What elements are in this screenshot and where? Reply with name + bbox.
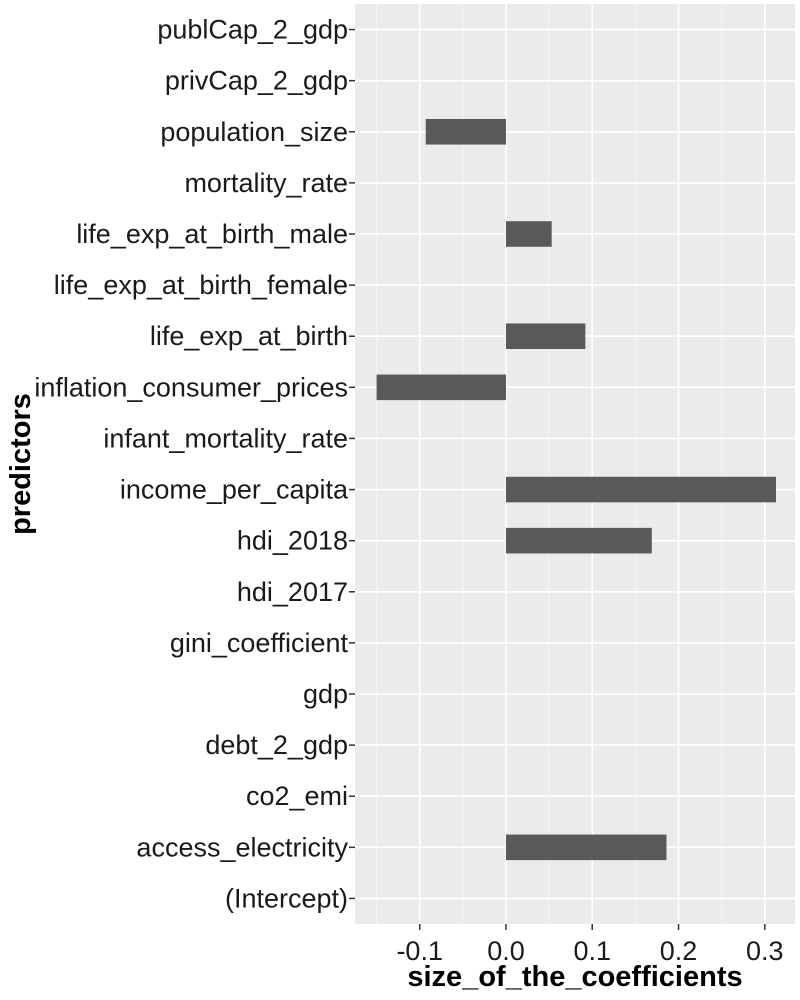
y-tick-label: income_per_capita bbox=[120, 475, 349, 505]
y-tick-label: hdi_2017 bbox=[237, 577, 348, 607]
x-tick-label: 0.3 bbox=[746, 936, 784, 966]
plot-panel bbox=[355, 4, 795, 924]
bar-life-exp-at-birth-male bbox=[505, 221, 552, 247]
y-axis: (Intercept) access_electricity co2_emi debt… bbox=[34, 15, 355, 913]
y-tick-label: mortality_rate bbox=[184, 168, 348, 198]
minor-gridlines bbox=[376, 4, 723, 924]
y-tick-label: (Intercept) bbox=[225, 883, 348, 913]
bar-inflation-consumer-prices bbox=[376, 374, 506, 401]
bar-income-per-capita bbox=[505, 476, 777, 503]
bar-population-size bbox=[425, 119, 506, 145]
y-tick-label: population_size bbox=[160, 117, 348, 147]
x-tick-label: 0.2 bbox=[660, 936, 698, 966]
y-tick-label: debt_2_gdp bbox=[205, 730, 348, 760]
y-tick-label: gini_coefficient bbox=[170, 628, 349, 658]
y-tick-label: co2_emi bbox=[246, 781, 348, 811]
x-axis-title: size_of_the_coefficients bbox=[407, 961, 742, 993]
y-tick-label: life_exp_at_birth_male bbox=[76, 219, 348, 249]
bar-access-electricity bbox=[505, 834, 667, 861]
y-tick-label: infant_mortality_rate bbox=[103, 423, 348, 453]
y-tick-label: hdi_2018 bbox=[237, 526, 348, 556]
bar-life-exp-at-birth bbox=[505, 323, 586, 349]
y-axis-title: predictors bbox=[5, 393, 37, 535]
y-tick-label: life_exp_at_birth_female bbox=[54, 270, 348, 300]
y-tick-label: inflation_consumer_prices bbox=[34, 372, 348, 402]
x-tick-label: 0.1 bbox=[573, 936, 611, 966]
y-tick-label: access_electricity bbox=[136, 832, 348, 862]
x-tick-label: -0.1 bbox=[396, 936, 443, 966]
bars bbox=[376, 119, 777, 861]
y-tick-label: publCap_2_gdp bbox=[157, 15, 348, 45]
y-tick-label: privCap_2_gdp bbox=[165, 66, 348, 96]
bar-hdi-2018 bbox=[505, 527, 652, 554]
y-tick-label: gdp bbox=[303, 679, 348, 709]
y-tick-label: life_exp_at_birth bbox=[150, 321, 348, 351]
x-axis: -0.1 0.0 0.1 0.2 0.3 bbox=[396, 924, 784, 966]
x-tick-label: 0.0 bbox=[487, 936, 525, 966]
